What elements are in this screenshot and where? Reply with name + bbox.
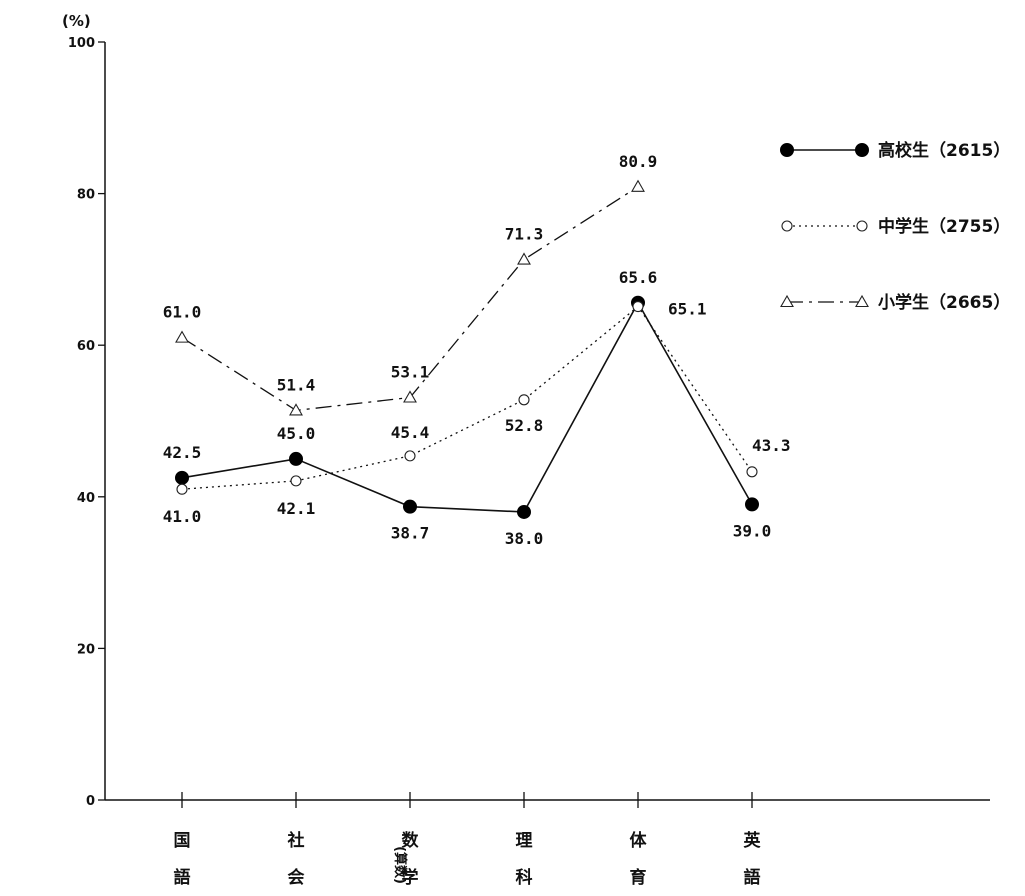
legend-marker bbox=[780, 143, 794, 157]
y-tick-label: 100 bbox=[68, 36, 95, 51]
legend-marker bbox=[855, 143, 869, 157]
x-category-label: 英 bbox=[744, 830, 762, 851]
y-tick-label: 0 bbox=[86, 794, 95, 809]
data-point bbox=[289, 451, 303, 466]
x-category-label: 学 bbox=[402, 867, 419, 888]
data-label: 80.9 bbox=[619, 152, 658, 171]
data-labels: 42.5 45.0 38.7 38.0 65.6 39.0 41.0 42.1 45.4 52.8… bbox=[163, 152, 791, 548]
x-category-label: 理 bbox=[516, 831, 533, 851]
x-category-label: 社 bbox=[287, 830, 305, 851]
data-label: 71.3 bbox=[505, 225, 544, 244]
legend-label: 小学生（2665） bbox=[878, 292, 1010, 313]
data-point bbox=[175, 470, 189, 485]
data-label: 42.1 bbox=[277, 499, 316, 518]
legend-marker bbox=[781, 220, 793, 232]
x-category-label: 語 bbox=[744, 867, 761, 888]
x-category-label: 国 bbox=[174, 831, 191, 851]
data-label: 41.0 bbox=[163, 507, 202, 526]
y-tick-label: 60 bbox=[77, 339, 95, 354]
x-category-sublabel: (算数) bbox=[392, 846, 408, 884]
x-category-label: 数 bbox=[402, 830, 420, 851]
data-label: 53.1 bbox=[391, 363, 430, 382]
y-tick-label: 20 bbox=[77, 642, 95, 657]
data-label: 38.0 bbox=[505, 529, 544, 548]
data-point bbox=[632, 300, 644, 313]
x-category-label: 語 bbox=[174, 867, 191, 888]
data-point bbox=[176, 483, 188, 495]
data-point bbox=[403, 390, 417, 403]
data-point bbox=[289, 403, 303, 416]
data-label: 39.0 bbox=[733, 521, 772, 540]
data-label: 45.0 bbox=[277, 424, 316, 443]
data-point bbox=[403, 499, 417, 514]
data-label: 52.8 bbox=[505, 416, 544, 435]
x-category-label: 育 bbox=[630, 867, 647, 888]
x-category-label: 体 bbox=[630, 830, 648, 851]
legend: 高校生（2615） 中学生（2755） 小学生（2665） bbox=[780, 140, 1010, 313]
data-label: 43.3 bbox=[752, 436, 791, 455]
series-markers bbox=[175, 179, 759, 519]
y-tick-label: 80 bbox=[77, 188, 95, 203]
data-point bbox=[404, 450, 416, 462]
y-unit-label: (%) bbox=[62, 12, 91, 30]
data-label: 61.0 bbox=[163, 303, 202, 322]
y-tick-label: 40 bbox=[77, 491, 95, 506]
series-line bbox=[181, 301, 753, 513]
data-point bbox=[745, 497, 759, 512]
data-label: 65.1 bbox=[668, 300, 707, 319]
legend-marker bbox=[780, 294, 794, 308]
legend-label: 中学生（2755） bbox=[878, 216, 1010, 237]
data-point bbox=[518, 394, 530, 406]
data-point bbox=[631, 179, 645, 192]
data-label: 65.6 bbox=[619, 268, 658, 287]
legend-label: 高校生（2615） bbox=[878, 140, 1010, 161]
legend-marker bbox=[855, 294, 869, 308]
data-label: 38.7 bbox=[391, 524, 430, 543]
legend-marker bbox=[856, 220, 868, 232]
data-label: 51.4 bbox=[277, 375, 316, 394]
data-point bbox=[290, 475, 302, 487]
data-point bbox=[746, 466, 758, 478]
x-category-label: 会 bbox=[288, 867, 305, 888]
series-lines bbox=[181, 186, 753, 513]
data-point bbox=[175, 330, 189, 343]
data-point bbox=[517, 504, 531, 519]
data-point bbox=[517, 252, 531, 265]
data-label: 42.5 bbox=[163, 443, 202, 462]
series-line bbox=[181, 305, 753, 490]
data-label: 45.4 bbox=[391, 423, 430, 442]
x-category-label: 科 bbox=[516, 867, 533, 888]
